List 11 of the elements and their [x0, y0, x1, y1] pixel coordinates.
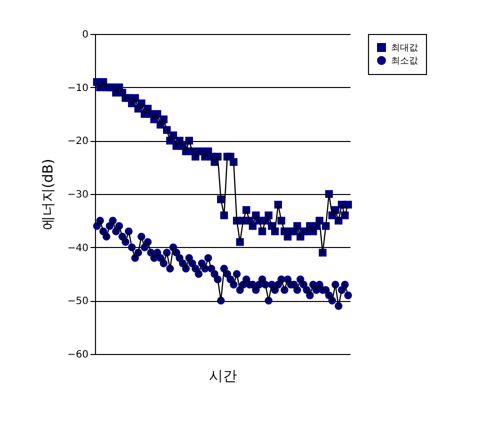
legend-label: 최대값 [391, 44, 418, 54]
y-tick-label: −10 [67, 82, 88, 94]
x-axis-title: 시간 [209, 368, 237, 384]
y-tick-label: −20 [67, 136, 88, 148]
legend-label: 최소값 [391, 56, 418, 66]
y-tick-label: 0 [82, 30, 88, 40]
y-axis-title: 에너지(dB) [40, 158, 56, 230]
y-tick-label: −40 [67, 242, 88, 254]
y-tick-label: −50 [67, 296, 88, 308]
y-tick-label: −60 [67, 350, 88, 360]
y-tick-label: −30 [67, 190, 88, 200]
